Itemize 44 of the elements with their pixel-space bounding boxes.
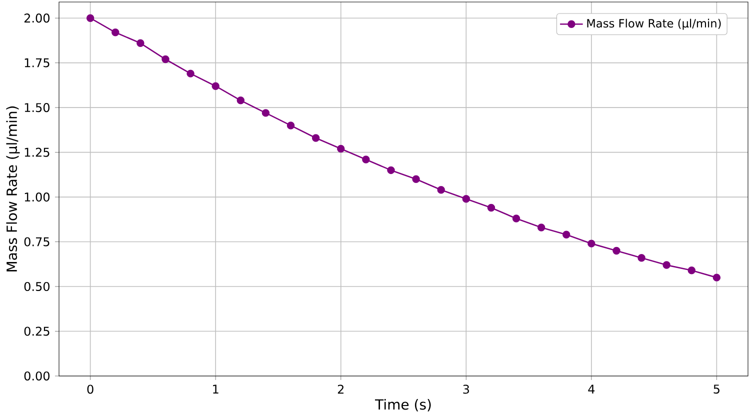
x-tick-label: 1 bbox=[213, 384, 218, 394]
point bbox=[337, 144, 345, 153]
y-tick-label: 1.25 bbox=[24, 148, 50, 157]
point bbox=[512, 214, 520, 222]
point bbox=[712, 274, 721, 282]
y-tick-label: 1.50 bbox=[24, 103, 50, 112]
y-tick-label: 2.00 bbox=[24, 14, 50, 23]
legend-label: Mass Flow Rate (µl/min) bbox=[587, 18, 721, 30]
point bbox=[212, 82, 220, 90]
point bbox=[462, 194, 470, 203]
point bbox=[312, 134, 320, 142]
point bbox=[236, 96, 245, 104]
y-tick-label: 0.50 bbox=[24, 282, 50, 292]
point bbox=[437, 186, 445, 194]
y-tick-label: 1.75 bbox=[24, 58, 50, 68]
y-axis-title: Mass Flow Rate (µl/min) bbox=[6, 106, 20, 272]
point bbox=[186, 70, 194, 78]
point bbox=[262, 109, 270, 117]
y-tick-label: 0.75 bbox=[24, 237, 50, 246]
point bbox=[487, 204, 496, 212]
point bbox=[688, 266, 696, 274]
point bbox=[286, 122, 295, 130]
point bbox=[638, 254, 646, 262]
x-tick-label: 4 bbox=[588, 384, 595, 394]
x-tick-label: 5 bbox=[714, 384, 720, 394]
point bbox=[387, 166, 395, 174]
point bbox=[612, 246, 620, 255]
y-tick-label: 0.25 bbox=[24, 326, 50, 336]
point bbox=[136, 39, 144, 48]
point bbox=[412, 175, 420, 184]
point bbox=[537, 224, 546, 232]
y-tick-label: 1.00 bbox=[24, 192, 50, 202]
x-tick-label: 2 bbox=[338, 384, 344, 394]
point bbox=[162, 55, 170, 64]
x-axis-title: Time (s) bbox=[374, 398, 431, 412]
point bbox=[662, 261, 670, 269]
point bbox=[362, 156, 370, 164]
point bbox=[562, 230, 570, 238]
point bbox=[86, 14, 94, 22]
y-tick-label: 0.00 bbox=[24, 371, 50, 381]
point bbox=[588, 240, 596, 248]
point bbox=[112, 28, 120, 36]
x-tick-label: 0 bbox=[87, 384, 94, 394]
x-tick-label: 3 bbox=[463, 384, 469, 394]
